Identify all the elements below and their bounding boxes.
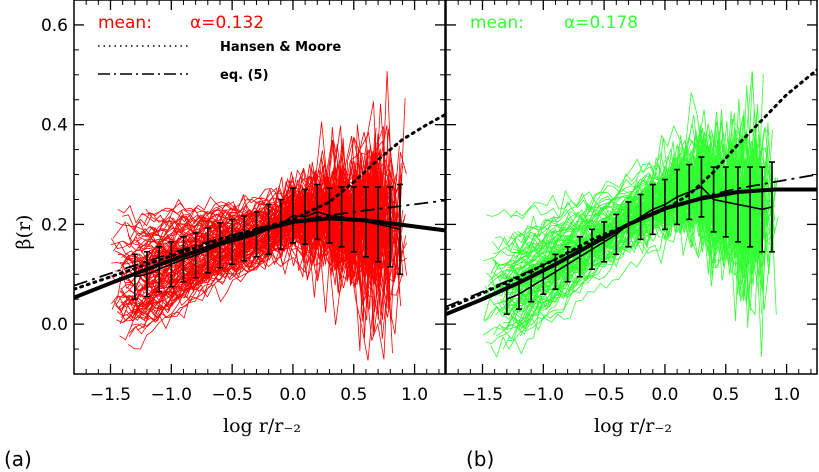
halo-profile-line: [149, 161, 400, 258]
halo-profile-line: [515, 136, 778, 295]
halo-profile-line: [115, 161, 403, 308]
panel-a-alpha-label: α=0.132: [190, 13, 264, 33]
panel-b-alpha-label: α=0.178: [564, 13, 638, 33]
halo-profile-line: [133, 164, 396, 276]
panel-b: −1.5 −1.0 −0.5 0.0 0.5 1.0 mean: α=0.178: [445, 0, 818, 405]
panel-b-halo-lines: [482, 71, 779, 359]
panel-a-mean-label: mean:: [98, 13, 152, 33]
panel-a-ticks: −1.5 −1.0 −0.5 0.0 0.5 1.0 0.0 0.2 0.4 0.6: [41, 0, 445, 405]
y-tick-label: 0.6: [41, 16, 68, 36]
panel-b-binned-mean: [503, 156, 775, 315]
halo-profile-line: [148, 168, 375, 247]
x-tick-label: 1.0: [773, 385, 800, 405]
halo-profile-line: [524, 178, 769, 320]
panel-a-halo-lines: [110, 71, 408, 361]
x-tick-label: 0.5: [340, 385, 367, 405]
halo-profile-line: [502, 170, 759, 355]
halo-profile-line: [142, 165, 381, 290]
x-axis-title-a: log r/r₋₂: [223, 415, 301, 437]
y-tick-label: 0.2: [41, 215, 68, 235]
x-tick-label: −0.5: [211, 385, 252, 405]
panel-label-b: (b): [466, 447, 494, 471]
halo-profile-line: [141, 152, 386, 276]
x-tick-label: 1.0: [401, 385, 428, 405]
halo-profile-line: [132, 135, 377, 309]
halo-profile-line: [490, 129, 753, 359]
halo-profile-line: [122, 153, 379, 324]
x-tick-label: 0.0: [651, 385, 678, 405]
panel-a: −1.5 −1.0 −0.5 0.0 0.5 1.00.00.20.40.6 mean: …: [41, 0, 446, 405]
halo-profile-line: [519, 167, 758, 337]
y-axis-title: β(r): [13, 215, 35, 250]
x-tick-label: −1.0: [523, 385, 564, 405]
panel-a-frame: [73, 0, 446, 375]
panel-b-ticks: −1.5 −1.0 −0.5 0.0 0.5 1.0: [445, 0, 817, 405]
x-axis-title-b: log r/r₋₂: [594, 415, 672, 437]
x-tick-label: −0.5: [583, 385, 624, 405]
y-tick-label: 0.4: [41, 116, 68, 136]
x-tick-label: 0.0: [279, 385, 306, 405]
legend-eq5-label: eq. (5): [220, 68, 269, 83]
halo-profile-line: [517, 115, 756, 335]
y-tick-label: 0.0: [41, 315, 68, 335]
halo-profile-line: [515, 109, 772, 244]
x-tick-label: −1.0: [151, 385, 192, 405]
x-tick-label: 0.5: [712, 385, 739, 405]
panel-b-frame: [445, 0, 818, 375]
halo-profile-line: [143, 175, 406, 313]
x-tick-label: −1.5: [462, 385, 503, 405]
halo-profile-line: [120, 152, 407, 302]
x-tick-label: −1.5: [90, 385, 131, 405]
panel-b-mean-label: mean:: [470, 13, 524, 33]
legend-hansen-moore-label: Hansen & Moore: [220, 40, 341, 55]
halo-profile-line: [492, 164, 755, 252]
panel-a-binned-mean: [131, 183, 403, 301]
panel-label-a: (a): [4, 447, 32, 471]
halo-profile-line: [508, 139, 759, 254]
